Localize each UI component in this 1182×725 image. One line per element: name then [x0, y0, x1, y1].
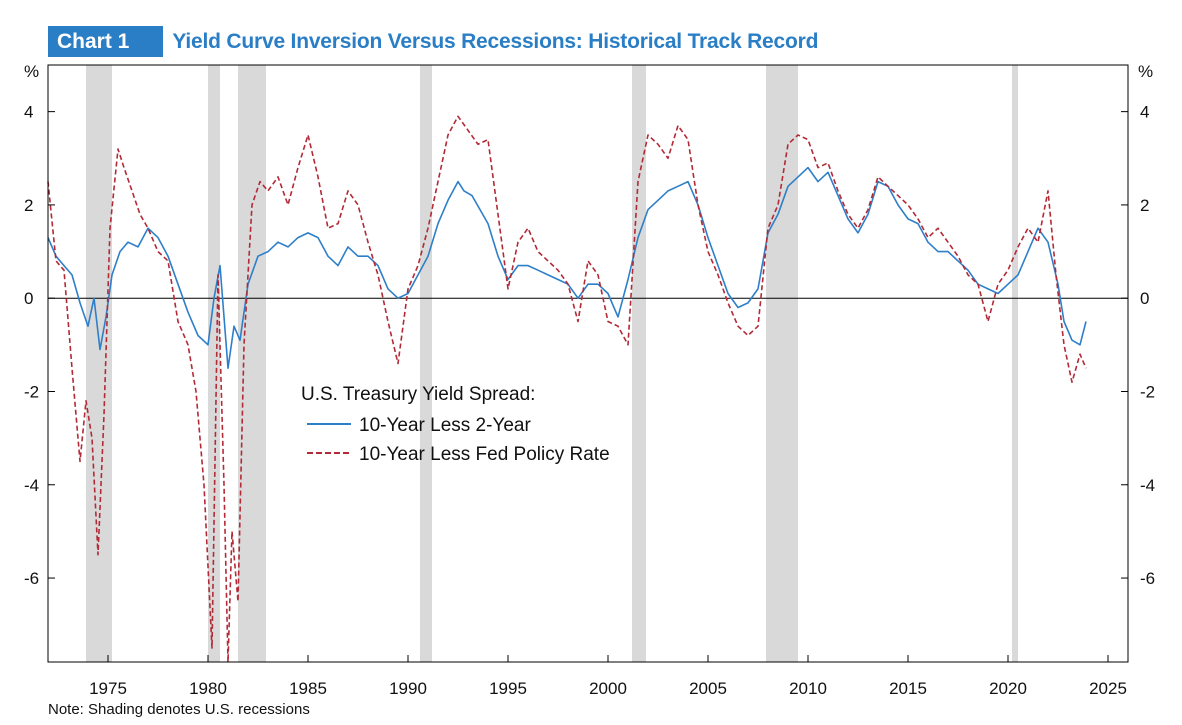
y-axis-unit-right: %: [1138, 62, 1153, 81]
x-tick-label: 2025: [1089, 679, 1127, 698]
x-tick-label: 1990: [389, 679, 427, 698]
series-line-10y-less-fed-rate: [47, 115, 1087, 663]
y-tick-label-left: -4: [24, 476, 39, 495]
recession-band-4: [420, 65, 432, 662]
legend-title: U.S. Treasury Yield Spread:: [301, 384, 535, 405]
y-tick-label-right: 4: [1140, 103, 1149, 122]
x-tick-label: 1995: [489, 679, 527, 698]
y-axis-unit-left: %: [24, 62, 39, 81]
recession-band-6: [766, 65, 798, 662]
y-tick-label-right: 2: [1140, 196, 1149, 215]
y-tick-label-right: -6: [1140, 569, 1155, 588]
x-tick-label: 1985: [289, 679, 327, 698]
chart-title: Yield Curve Inversion Versus Recessions:…: [172, 29, 819, 53]
x-tick-label: 2005: [689, 679, 727, 698]
legend-label-10y-less-2y: 10-Year Less 2-Year: [359, 415, 531, 436]
x-tick-label: 1980: [189, 679, 227, 698]
series-line-10y-less-2y: [47, 166, 1087, 369]
recession-band-7: [1012, 65, 1018, 662]
chart-number-label: Chart 1: [48, 26, 164, 57]
x-tick-label: 2010: [789, 679, 827, 698]
x-tick-label: 2015: [889, 679, 927, 698]
y-tick-label-left: -6: [24, 569, 39, 588]
plot-frame: [47, 64, 1129, 663]
y-tick-label-right: 0: [1140, 289, 1149, 308]
x-tick-label: 2000: [589, 679, 627, 698]
footnote: Note: Shading denotes U.S. recessions: [48, 701, 310, 718]
x-tick-label: 1975: [89, 679, 127, 698]
y-tick-label-left: 2: [24, 196, 33, 215]
chart-header: Chart 1 Yield Curve Inversion Versus Rec…: [48, 26, 818, 57]
legend-label-10y-less-fed-rate: 10-Year Less Fed Policy Rate: [359, 444, 610, 465]
recession-band-3: [238, 65, 266, 662]
y-tick-label-right: -2: [1140, 382, 1155, 401]
recession-band-2: [208, 65, 220, 662]
y-tick-label-left: 0: [24, 289, 33, 308]
y-tick-label-left: 4: [24, 103, 33, 122]
x-tick-label: 2020: [989, 679, 1027, 698]
y-tick-label-right: -4: [1140, 476, 1155, 495]
y-tick-label-left: -2: [24, 382, 39, 401]
recession-band-1: [86, 65, 112, 662]
